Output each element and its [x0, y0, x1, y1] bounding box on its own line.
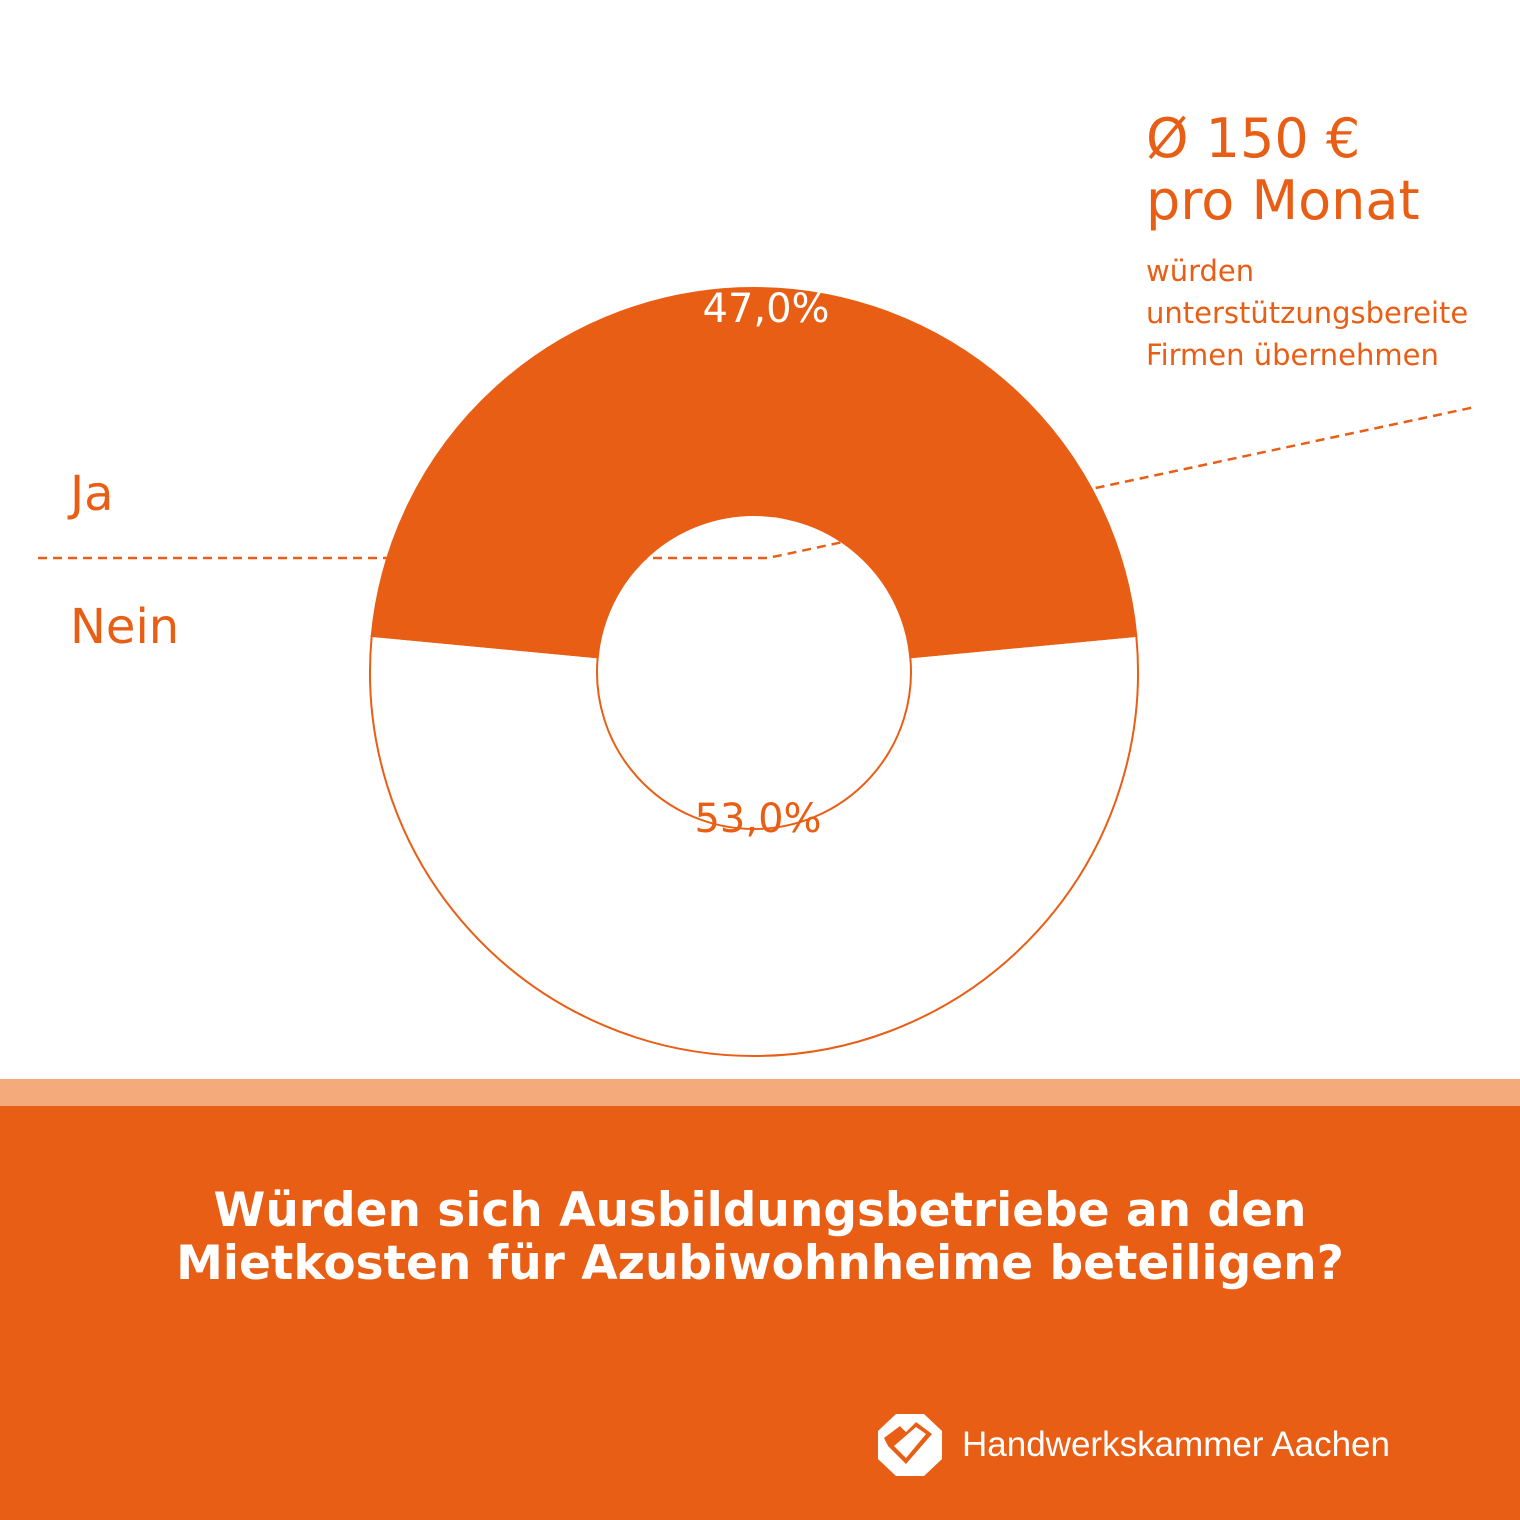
slice-label-nein: 53,0%: [694, 796, 821, 842]
question-line-1: Würden sich Ausbildungsbetriebe an den: [213, 1183, 1307, 1238]
legend-label-nein: Nein: [70, 599, 179, 655]
footer-band: Würden sich Ausbildungsbetriebe an den M…: [0, 1106, 1520, 1520]
slice-ja: [370, 286, 1138, 659]
callout-amount: Ø 150 €: [1146, 107, 1361, 170]
cost-callout: Ø 150 € pro Monat würden unterstützungsb…: [1146, 108, 1468, 376]
donut-chart: Ja Nein 47,0% 53,0%: [38, 286, 1476, 1057]
question-line-2: Mietkosten für Azubiwohnheime beteiligen…: [176, 1236, 1344, 1291]
callout-period: pro Monat: [1146, 169, 1420, 232]
donut-slices: [369, 286, 1139, 1057]
hwk-cube-logo-icon: [878, 1414, 942, 1476]
slice-nein: [369, 634, 1139, 1057]
footer-accent-stripe: [0, 1079, 1520, 1106]
callout-text-line-2: unterstützungsbereite: [1146, 296, 1469, 330]
legend-divider-dashed-line: [38, 405, 1476, 560]
brand-name: Handwerkskammer Aachen: [962, 1425, 1390, 1464]
callout-text-line-3: Firmen übernehmen: [1146, 338, 1439, 372]
brand-logo: Handwerkskammer Aachen: [876, 1412, 1390, 1478]
question-title: Würden sich Ausbildungsbetriebe an den M…: [40, 1184, 1480, 1290]
slice-label-ja: 47,0%: [702, 286, 829, 332]
callout-text-line-1: würden: [1146, 254, 1255, 288]
legend-label-ja: Ja: [67, 466, 114, 522]
callout-description: würden unterstützungsbereite Firmen über…: [1146, 250, 1468, 376]
